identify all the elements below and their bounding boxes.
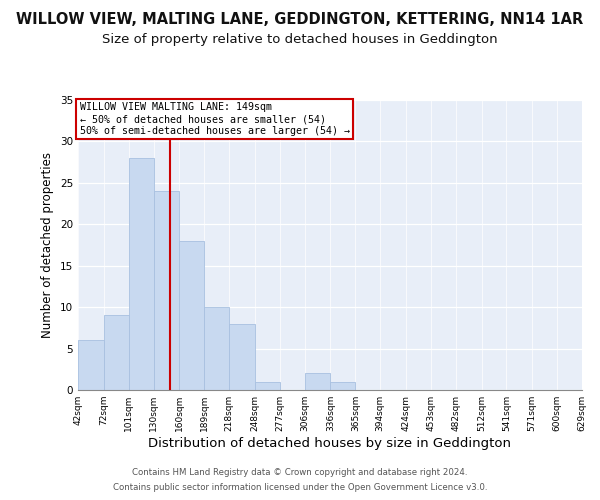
Bar [104,316,128,390]
Bar [179,241,204,390]
Bar [305,374,331,390]
Bar [331,382,355,390]
Text: Contains public sector information licensed under the Open Government Licence v3: Contains public sector information licen… [113,483,487,492]
Bar [255,382,280,390]
Bar [204,307,229,390]
X-axis label: Distribution of detached houses by size in Geddington: Distribution of detached houses by size … [149,437,511,450]
Text: Contains HM Land Registry data © Crown copyright and database right 2024.: Contains HM Land Registry data © Crown c… [132,468,468,477]
Text: WILLOW VIEW MALTING LANE: 149sqm
← 50% of detached houses are smaller (54)
50% o: WILLOW VIEW MALTING LANE: 149sqm ← 50% o… [80,102,350,136]
Text: WILLOW VIEW, MALTING LANE, GEDDINGTON, KETTERING, NN14 1AR: WILLOW VIEW, MALTING LANE, GEDDINGTON, K… [16,12,584,28]
Bar [78,340,104,390]
Bar [154,191,179,390]
Bar [128,158,154,390]
Bar [229,324,255,390]
Y-axis label: Number of detached properties: Number of detached properties [41,152,55,338]
Text: Size of property relative to detached houses in Geddington: Size of property relative to detached ho… [102,32,498,46]
